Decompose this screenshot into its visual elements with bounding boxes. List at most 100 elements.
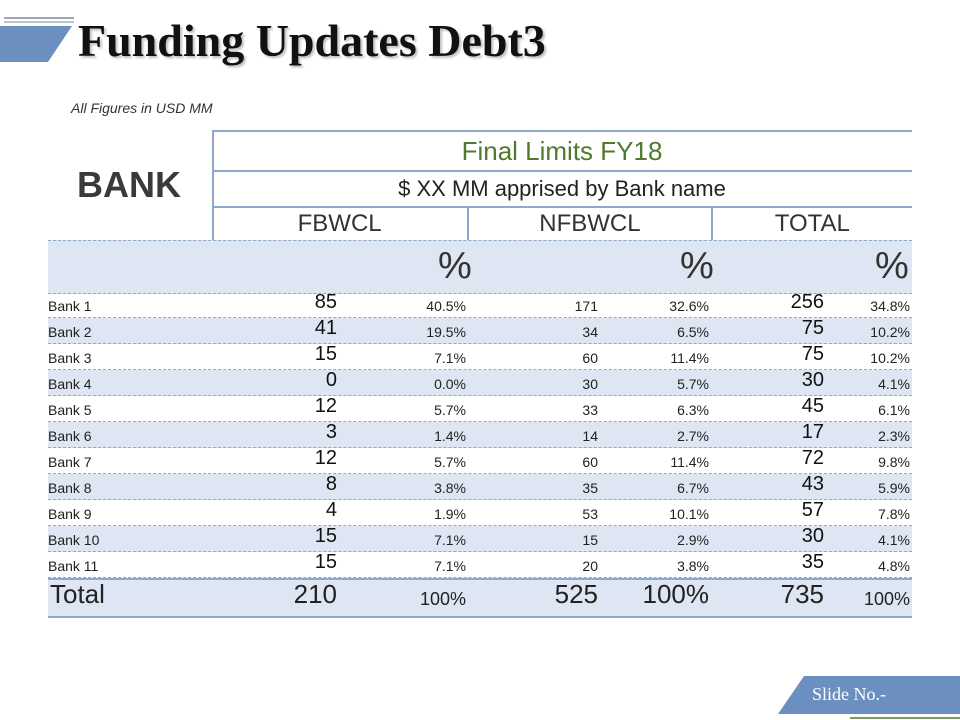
cell-bank-name: Bank 9 [48, 506, 92, 522]
cell-nfbwcl: 60 [582, 350, 598, 366]
cell-nfbwcl-pct: 6.5% [677, 324, 709, 340]
total-nfbwcl: 525 [554, 579, 598, 609]
cell-fbwcl: 12 [314, 395, 337, 417]
cell-total: 45 [801, 395, 824, 417]
cell-fbwcl-pct: 5.7% [434, 454, 466, 470]
percent-header-row: % % % [48, 240, 912, 294]
cell-total-pct: 2.3% [878, 428, 910, 444]
cell-bank-name: Bank 8 [48, 480, 92, 496]
cell-total-pct: 7.8% [878, 506, 910, 522]
cell-fbwcl-pct: 40.5% [426, 298, 466, 314]
cell-nfbwcl-pct: 2.7% [677, 428, 709, 444]
total-label: Total [50, 579, 105, 609]
percent-symbol-nfbwcl: % [680, 245, 714, 287]
cell-total: 30 [801, 369, 824, 391]
cell-total-pct: 4.1% [878, 532, 910, 548]
cell-nfbwcl: 171 [574, 298, 598, 314]
cell-fbwcl: 8 [325, 473, 337, 495]
column-headers: FBWCL NFBWCL TOTAL [212, 206, 912, 240]
cell-nfbwcl: 20 [582, 558, 598, 574]
table-row: Bank 10 15 7.1% 15 2.9% 30 4.1% [48, 525, 912, 552]
cell-fbwcl-pct: 0.0% [434, 376, 466, 392]
header-divider [212, 130, 214, 240]
cell-nfbwcl-pct: 6.7% [677, 480, 709, 496]
cell-total: 30 [801, 525, 824, 547]
table-row: Bank 11 15 7.1% 20 3.8% 35 4.8% [48, 551, 912, 578]
table-row: Bank 1 85 40.5% 171 32.6% 256 34.8% [48, 291, 912, 318]
column-header-fbwcl: FBWCL [212, 208, 470, 240]
cell-bank-name: Bank 4 [48, 376, 92, 392]
cell-fbwcl: 15 [314, 551, 337, 573]
table-row: Bank 8 8 3.8% 35 6.7% 43 5.9% [48, 473, 912, 500]
cell-total-pct: 9.8% [878, 454, 910, 470]
page-title: Funding Updates Debt3 [78, 15, 546, 66]
slide-number: Slide No.- [812, 684, 886, 704]
cell-nfbwcl-pct: 11.4% [670, 454, 709, 470]
cell-nfbwcl: 14 [582, 428, 598, 444]
cell-total: 17 [801, 421, 824, 443]
table-row: Bank 3 15 7.1% 60 11.4% 75 10.2% [48, 343, 912, 370]
cell-fbwcl-pct: 1.4% [434, 428, 466, 444]
cell-fbwcl-pct: 19.5% [426, 324, 466, 340]
total-nfbwcl-pct: 100% [642, 579, 710, 609]
cell-fbwcl-pct: 7.1% [434, 558, 466, 574]
total-total-pct: 100% [863, 589, 910, 609]
cell-nfbwcl: 15 [582, 532, 598, 548]
table-row: Bank 6 3 1.4% 14 2.7% 17 2.3% [48, 421, 912, 448]
cell-bank-name: Bank 7 [48, 454, 92, 470]
cell-total-pct: 4.8% [878, 558, 910, 574]
table-row: Bank 5 12 5.7% 33 6.3% 45 6.1% [48, 395, 912, 422]
cell-total-pct: 4.1% [878, 376, 910, 392]
cell-total: 256 [790, 291, 824, 313]
cell-fbwcl-pct: 7.1% [434, 532, 466, 548]
cell-bank-name: Bank 1 [48, 298, 92, 314]
apprised-header: $ XX MM apprised by Bank name [212, 170, 912, 206]
cell-fbwcl: 4 [325, 499, 337, 521]
corner-decoration [0, 17, 74, 62]
cell-nfbwcl-pct: 10.1% [669, 506, 709, 522]
cell-nfbwcl: 33 [582, 402, 598, 418]
cell-nfbwcl: 35 [582, 480, 598, 496]
cell-nfbwcl: 34 [582, 324, 598, 340]
column-header-total: TOTAL [774, 210, 850, 237]
cell-total: 75 [801, 317, 824, 339]
table-row: Bank 4 0 0.0% 30 5.7% 30 4.1% [48, 369, 912, 396]
cell-bank-name: Bank 2 [48, 324, 92, 340]
slide-number-banner [778, 676, 960, 719]
cell-total-pct: 5.9% [878, 480, 910, 496]
cell-bank-name: Bank 6 [48, 428, 92, 444]
final-limits-header: Final Limits FY18 [212, 130, 912, 170]
cell-bank-name: Bank 3 [48, 350, 92, 366]
cell-nfbwcl: 30 [582, 376, 598, 392]
table-row: Bank 9 4 1.9% 53 10.1% 57 7.8% [48, 499, 912, 526]
cell-fbwcl: 15 [314, 343, 337, 365]
total-row: Total 210 100% 525 100% 735 100% [48, 578, 912, 618]
cell-bank-name: Bank 11 [48, 558, 99, 574]
cell-total: 75 [801, 343, 824, 365]
cell-fbwcl: 12 [314, 447, 337, 469]
total-fbwcl: 210 [293, 579, 337, 609]
percent-symbol-fbwcl: % [438, 245, 472, 287]
table-row: Bank 2 41 19.5% 34 6.5% 75 10.2% [48, 317, 912, 344]
cell-total: 57 [801, 499, 824, 521]
cell-bank-name: Bank 5 [48, 402, 92, 418]
cell-total-pct: 6.1% [878, 402, 910, 418]
cell-bank-name: Bank 10 [48, 532, 100, 548]
cell-total-pct: 10.2% [870, 350, 910, 366]
total-total: 735 [780, 579, 824, 609]
cell-total-pct: 34.8% [870, 298, 910, 314]
cell-total: 35 [801, 551, 824, 573]
cell-nfbwcl-pct: 3.8% [677, 558, 709, 574]
column-header-nfbwcl: NFBWCL [469, 208, 713, 240]
cell-fbwcl-pct: 1.9% [434, 506, 466, 522]
bank-table-body: Bank 1 85 40.5% 171 32.6% 256 34.8% Bank 2 41 19.… [48, 291, 912, 578]
cell-nfbwcl-pct: 32.6% [669, 298, 709, 314]
cell-nfbwcl-pct: 11.4% [670, 350, 709, 366]
cell-fbwcl-pct: 3.8% [434, 480, 466, 496]
cell-fbwcl-pct: 7.1% [434, 350, 466, 366]
figures-note: All Figures in USD MM [71, 100, 213, 116]
total-fbwcl-pct: 100% [419, 589, 466, 609]
cell-fbwcl: 15 [314, 525, 337, 547]
cell-nfbwcl-pct: 5.7% [677, 376, 709, 392]
cell-total: 72 [801, 447, 824, 469]
